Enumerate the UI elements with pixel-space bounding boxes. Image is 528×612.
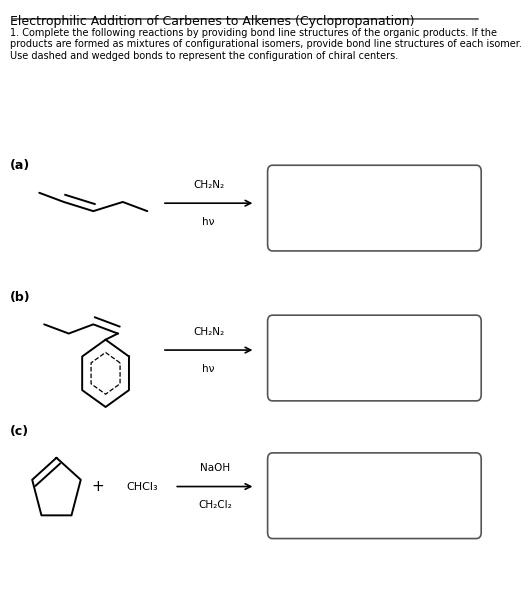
Text: (c): (c): [10, 425, 29, 438]
Text: hν: hν: [202, 364, 215, 373]
Text: +: +: [92, 479, 105, 494]
Text: CH₂N₂: CH₂N₂: [193, 180, 224, 190]
Text: Electrophilic Addition of Carbenes to Alkenes (Cyclopropanation): Electrophilic Addition of Carbenes to Al…: [10, 15, 414, 28]
Text: CH₂Cl₂: CH₂Cl₂: [198, 500, 232, 510]
FancyBboxPatch shape: [268, 453, 481, 539]
Text: hν: hν: [202, 217, 215, 226]
Text: CHCl₃: CHCl₃: [127, 482, 158, 491]
Text: NaOH: NaOH: [200, 463, 230, 473]
FancyBboxPatch shape: [268, 165, 481, 251]
Text: (a): (a): [10, 159, 30, 172]
FancyBboxPatch shape: [268, 315, 481, 401]
Text: 1. Complete the following reactions by providing bond line structures of the org: 1. Complete the following reactions by p…: [10, 28, 522, 61]
Text: CH₂N₂: CH₂N₂: [193, 327, 224, 337]
Text: (b): (b): [10, 291, 31, 304]
